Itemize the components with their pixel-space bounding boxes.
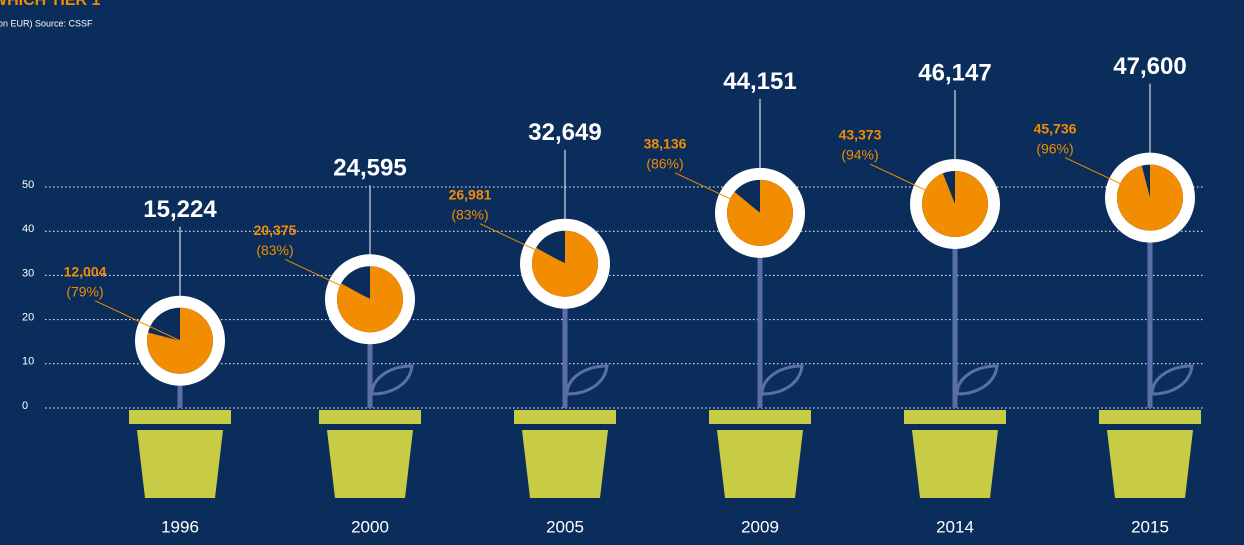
x-tick-label: 2009 xyxy=(741,517,779,536)
tier1-label: 12,004 xyxy=(64,263,107,279)
total-label: 32,649 xyxy=(528,119,601,146)
tier1-leader xyxy=(869,163,956,205)
tier1-leader xyxy=(284,258,371,300)
tier1-leader xyxy=(94,300,181,342)
y-tick-label: 20 xyxy=(22,312,34,324)
x-tick-label: 2014 xyxy=(936,517,974,536)
pot xyxy=(1107,430,1193,498)
y-tick-label: 0 xyxy=(22,400,28,412)
x-tick-label: 2015 xyxy=(1131,517,1169,536)
pot xyxy=(912,430,998,498)
pot-rim xyxy=(904,410,1006,424)
y-tick-label: 10 xyxy=(22,356,34,368)
tier1-share-label: (86%) xyxy=(646,156,683,172)
tier1-leader xyxy=(674,172,761,214)
pie-slice xyxy=(532,230,599,297)
pie-slice xyxy=(922,171,989,238)
total-label: 46,147 xyxy=(918,59,991,86)
leaf xyxy=(1150,364,1194,396)
pie-slice xyxy=(1117,164,1184,231)
leaf xyxy=(370,364,414,396)
total-label: 47,600 xyxy=(1113,53,1186,80)
pot xyxy=(522,430,608,498)
tier1-label: 43,373 xyxy=(839,127,882,143)
total-label: 44,151 xyxy=(723,68,796,95)
chart-subtitle: on EUR) Source: CSSF xyxy=(0,18,93,28)
pot-rim xyxy=(709,410,811,424)
pot-rim xyxy=(1099,410,1201,424)
pot xyxy=(137,430,223,498)
tier1-label: 45,736 xyxy=(1034,120,1077,136)
pot-rim xyxy=(129,410,231,424)
tier1-label: 20,375 xyxy=(254,222,297,238)
tier1-share-label: (79%) xyxy=(66,283,103,299)
tier1-label: 26,981 xyxy=(449,186,492,202)
tier1-share-label: (83%) xyxy=(451,206,488,222)
y-tick-label: 50 xyxy=(22,179,34,191)
pot xyxy=(717,430,803,498)
tier1-leader xyxy=(1064,157,1151,199)
tier1-label: 38,136 xyxy=(644,136,687,152)
y-tick-label: 30 xyxy=(22,267,34,279)
pie-slice xyxy=(726,179,793,246)
total-label: 15,224 xyxy=(143,196,217,223)
tier1-share-label: (94%) xyxy=(841,147,878,163)
y-tick-label: 40 xyxy=(22,223,34,235)
tier1-leader xyxy=(479,223,566,265)
pot-rim xyxy=(319,410,421,424)
total-label: 24,595 xyxy=(333,155,406,182)
x-tick-label: 2005 xyxy=(546,517,584,536)
pot xyxy=(327,430,413,498)
tier1-share-label: (96%) xyxy=(1036,140,1073,156)
tier1-share-label: (83%) xyxy=(256,242,293,258)
pot-rim xyxy=(514,410,616,424)
x-tick-label: 1996 xyxy=(161,517,199,536)
leaf xyxy=(955,364,999,396)
leaf xyxy=(760,364,804,396)
chart-title: WHICH TIER 1 xyxy=(0,0,101,9)
x-tick-label: 2000 xyxy=(351,517,389,536)
leaf xyxy=(565,364,609,396)
